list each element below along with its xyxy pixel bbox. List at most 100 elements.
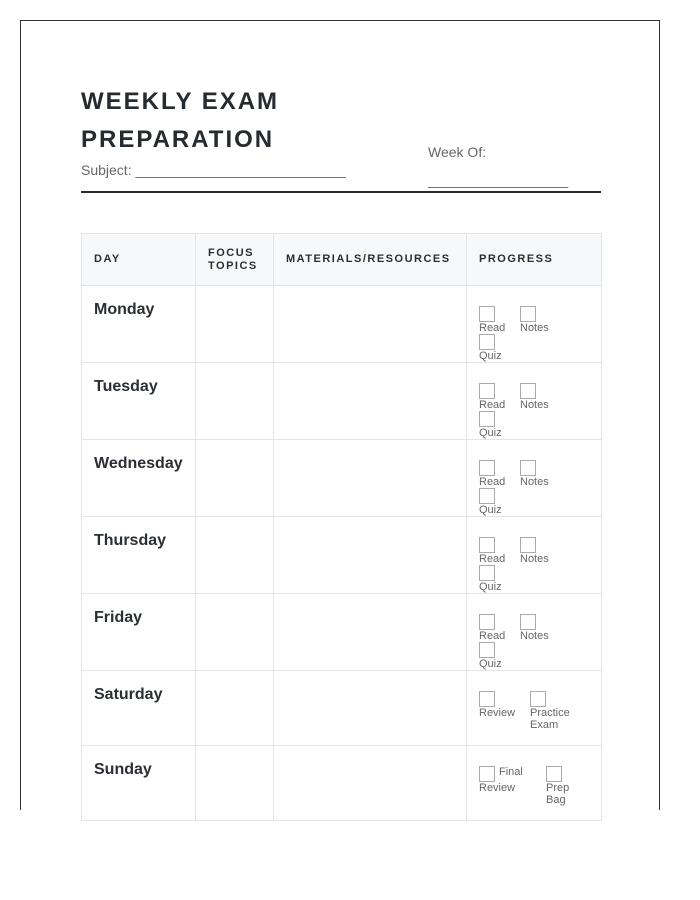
subject-field[interactable]: Subject: ___________________________ bbox=[81, 162, 346, 178]
checkbox[interactable] bbox=[479, 306, 495, 322]
checkbox[interactable] bbox=[520, 306, 536, 322]
checkbox[interactable] bbox=[479, 383, 495, 399]
day-cell: Friday bbox=[81, 593, 196, 671]
progress-checkbox-item[interactable]: Notes bbox=[520, 614, 565, 642]
checkbox-label: Notes bbox=[520, 553, 549, 565]
focus-topics-cell[interactable] bbox=[195, 745, 274, 821]
progress-checkbox-item[interactable]: Review bbox=[479, 691, 530, 719]
checkbox[interactable] bbox=[520, 614, 536, 630]
checkbox[interactable] bbox=[479, 642, 495, 658]
checkbox[interactable] bbox=[479, 537, 495, 553]
materials-cell[interactable] bbox=[273, 439, 467, 517]
progress-checkbox-item[interactable]: Notes bbox=[520, 537, 565, 565]
progress-checkbox-item[interactable]: Notes bbox=[520, 460, 565, 488]
progress-checkbox-item[interactable]: Quiz bbox=[479, 488, 509, 516]
worksheet-page: WEEKLY EXAM PREPARATION Subject: ________… bbox=[20, 20, 660, 821]
progress-checkbox-item[interactable]: Read bbox=[479, 614, 520, 642]
focus-topics-cell[interactable] bbox=[195, 516, 274, 594]
checkbox-label: Read bbox=[479, 399, 506, 411]
focus-topics-cell[interactable] bbox=[195, 593, 274, 671]
day-cell: Tuesday bbox=[81, 362, 196, 440]
table-row: Tuesday Read Notes Quiz bbox=[81, 362, 602, 440]
table-row: Saturday Review Practice Exam bbox=[81, 670, 602, 746]
progress-checkbox-item[interactable]: Quiz bbox=[479, 411, 509, 439]
checkbox-label: Notes bbox=[520, 322, 549, 334]
materials-cell[interactable] bbox=[273, 516, 467, 594]
table-row: Wednesday Read Notes Quiz bbox=[81, 439, 602, 517]
table-row: Monday Read Notes Quiz bbox=[81, 285, 602, 363]
progress-checkbox-item[interactable]: Quiz bbox=[479, 642, 509, 670]
header-progress: PROGRESS bbox=[466, 233, 602, 286]
progress-cell: Read Notes Quiz bbox=[466, 516, 602, 594]
checkbox-label: Quiz bbox=[479, 658, 502, 670]
week-of-line: __________________ bbox=[428, 172, 569, 188]
checkbox-label: Quiz bbox=[479, 427, 502, 439]
checkbox[interactable] bbox=[520, 383, 536, 399]
materials-cell[interactable] bbox=[273, 285, 467, 363]
checkbox-label: Quiz bbox=[479, 350, 502, 362]
progress-checkbox-item[interactable]: Quiz bbox=[479, 334, 509, 362]
materials-cell[interactable] bbox=[273, 362, 467, 440]
progress-checkbox-item[interactable]: Notes bbox=[520, 306, 565, 334]
checkbox-label: Read bbox=[479, 630, 506, 642]
progress-checkbox-item[interactable]: Read bbox=[479, 537, 520, 565]
progress-checkbox-item[interactable]: Notes bbox=[520, 383, 565, 411]
table-row: Sunday Final Review Prep Bag bbox=[81, 745, 602, 821]
checkbox-label: Read bbox=[479, 322, 506, 334]
progress-cell: Read Notes Quiz bbox=[466, 285, 602, 363]
checkbox[interactable] bbox=[479, 766, 495, 782]
checkbox[interactable] bbox=[479, 488, 495, 504]
progress-cell: Read Notes Quiz bbox=[466, 593, 602, 671]
checkbox-label: Review bbox=[479, 707, 516, 719]
progress-checkbox-item[interactable]: Prep Bag bbox=[546, 766, 570, 806]
checkbox-label: Notes bbox=[520, 399, 549, 411]
checkbox-label: Read bbox=[479, 476, 506, 488]
materials-cell[interactable] bbox=[273, 670, 467, 746]
title-line-2: PREPARATION bbox=[81, 126, 275, 153]
checkbox[interactable] bbox=[479, 460, 495, 476]
header-focus-topics: FOCUS TOPICS bbox=[195, 233, 274, 286]
checkbox-label: Prep Bag bbox=[546, 782, 570, 806]
checkbox[interactable] bbox=[479, 691, 495, 707]
checkbox[interactable] bbox=[479, 565, 495, 581]
checkbox-label: Notes bbox=[520, 476, 549, 488]
progress-cell: Read Notes Quiz bbox=[466, 362, 602, 440]
checkbox-label: Read bbox=[479, 553, 506, 565]
progress-checkbox-item[interactable]: Read bbox=[479, 460, 520, 488]
week-of-label: Week Of: bbox=[428, 144, 487, 160]
table-row: Friday Read Notes Quiz bbox=[81, 593, 602, 671]
checkbox-label: Practice Exam bbox=[530, 707, 570, 731]
day-cell: Thursday bbox=[81, 516, 196, 594]
header-day: DAY bbox=[81, 233, 196, 286]
materials-cell[interactable] bbox=[273, 593, 467, 671]
focus-topics-cell[interactable] bbox=[195, 285, 274, 363]
day-cell: Monday bbox=[81, 285, 196, 363]
checkbox[interactable] bbox=[479, 411, 495, 427]
materials-cell[interactable] bbox=[273, 745, 467, 821]
focus-topics-cell[interactable] bbox=[195, 439, 274, 517]
checkbox[interactable] bbox=[530, 691, 546, 707]
table-header-row: DAY FOCUS TOPICS MATERIALS/RESOURCES PRO… bbox=[81, 233, 602, 286]
checkbox-label: Quiz bbox=[479, 504, 502, 516]
checkbox[interactable] bbox=[479, 614, 495, 630]
focus-topics-cell[interactable] bbox=[195, 670, 274, 746]
focus-topics-cell[interactable] bbox=[195, 362, 274, 440]
checkbox[interactable] bbox=[520, 460, 536, 476]
progress-checkbox-item[interactable]: Quiz bbox=[479, 565, 509, 593]
study-table: DAY FOCUS TOPICS MATERIALS/RESOURCES PRO… bbox=[81, 233, 602, 821]
progress-checkbox-item[interactable]: Read bbox=[479, 306, 520, 334]
checkbox[interactable] bbox=[479, 334, 495, 350]
progress-checkbox-item[interactable]: Final Review bbox=[479, 766, 534, 794]
progress-cell: Read Notes Quiz bbox=[466, 439, 602, 517]
week-of-field[interactable]: Week Of: __________________ bbox=[428, 138, 568, 194]
progress-checkbox-item[interactable]: Read bbox=[479, 383, 520, 411]
header-materials: MATERIALS/RESOURCES bbox=[273, 233, 467, 286]
checkbox[interactable] bbox=[520, 537, 536, 553]
day-cell: Saturday bbox=[81, 670, 196, 746]
progress-checkbox-item[interactable]: Practice Exam bbox=[530, 691, 580, 731]
day-cell: Wednesday bbox=[81, 439, 196, 517]
checkbox[interactable] bbox=[546, 766, 562, 782]
checkbox-label: Quiz bbox=[479, 581, 502, 593]
page-title: WEEKLY EXAM PREPARATION bbox=[81, 83, 279, 159]
table-row: Thursday Read Notes Quiz bbox=[81, 516, 602, 594]
